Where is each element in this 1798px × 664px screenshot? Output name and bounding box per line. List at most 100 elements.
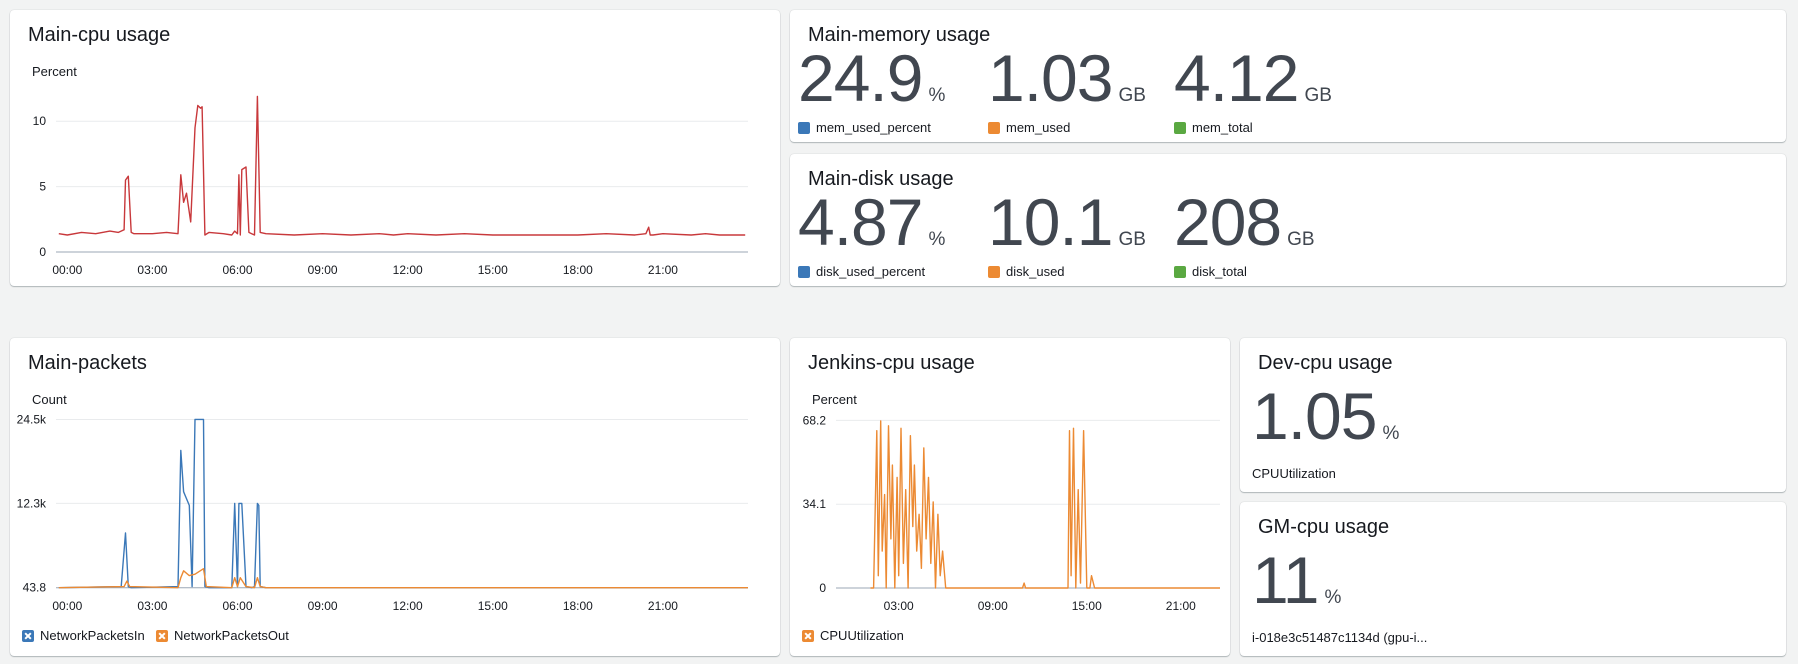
main-packets-line-chart[interactable]: 43.8 12.3k 24.5k 00:00 03:00 06:00 09:00 12:00 1… — [10, 338, 780, 656]
widget-title[interactable]: GM-cpu usage — [1258, 516, 1390, 538]
x-tick-label: 15:00 — [478, 599, 508, 613]
metric-mem-total: 4.12 GB — [1174, 40, 1332, 116]
x-tick-label: 03:00 — [137, 263, 167, 277]
dev-cpu-widget: Dev-cpu usage 1.05% CPUUtilization — [1240, 338, 1786, 492]
x-tick-label: 00:00 — [52, 263, 82, 277]
widget-title[interactable]: Jenkins-cpu usage — [808, 352, 975, 374]
main-packets-widget: Main-packets Count 43.8 12.3k 24.5k 00:00 03… — [10, 338, 780, 656]
legend-disk-total[interactable]: disk_total — [1174, 264, 1247, 279]
legend-label: NetworkPacketsIn — [40, 628, 145, 643]
metric-unit: GB — [1304, 85, 1332, 106]
y-tick-label: 5 — [39, 180, 46, 194]
widget-title[interactable]: Main-packets — [28, 352, 147, 374]
x-tick-label: 18:00 — [563, 599, 593, 613]
jenkins-cpu-line-chart[interactable]: 0 34.1 68.2 03:00 09:00 15:00 21:00 — [790, 338, 1230, 656]
metric-disk-total: 208 GB — [1174, 184, 1315, 260]
metric-unit: % — [928, 85, 946, 106]
main-disk-widget: Main-disk usage 4.87% 10.1 GB 208 GB disk_… — [790, 154, 1786, 286]
x-tick-label: 21:00 — [648, 263, 678, 277]
legend-label: mem_used_percent — [816, 120, 931, 135]
close-icon — [22, 630, 34, 642]
widget-title[interactable]: Main-disk usage — [808, 168, 954, 190]
x-tick-label: 09:00 — [978, 599, 1008, 613]
metric-mem-used-percent: 24.9% — [798, 40, 945, 116]
y-tick-label: 0 — [819, 581, 826, 595]
legend-disk-used-percent[interactable]: disk_used_percent — [798, 264, 925, 279]
x-tick-label: 12:00 — [393, 599, 423, 613]
widget-title[interactable]: Main-cpu usage — [28, 24, 171, 46]
jenkins-cpu-widget: Jenkins-cpu usage Percent 0 34.1 68.2 03:00… — [790, 338, 1230, 656]
y-tick-label: 12.3k — [17, 496, 47, 510]
metric-value: 11 — [1252, 543, 1320, 617]
legend-label: NetworkPacketsOut — [174, 628, 289, 643]
legend-label: mem_used — [1006, 120, 1071, 135]
legend-swatch — [1174, 266, 1186, 278]
y-tick-label: 10 — [33, 114, 47, 128]
y-axis-unit-label: Percent — [32, 64, 77, 79]
x-tick-label: 15:00 — [1072, 599, 1102, 613]
y-axis-unit-label: Percent — [812, 392, 857, 407]
legend-mem-used-percent[interactable]: mem_used_percent — [798, 120, 931, 135]
metric-value: 4.12 — [1174, 41, 1299, 115]
x-tick-label: 09:00 — [308, 599, 338, 613]
metric-label[interactable]: CPUUtilization — [1252, 466, 1336, 481]
legend-mem-used[interactable]: mem_used — [988, 120, 1070, 135]
main-cpu-widget: Main-cpu usage Percent 0 5 10 00:00 03:00 06:… — [10, 10, 780, 286]
gm-cpu-widget: GM-cpu usage 11% i-018e3c51487c1134d (gp… — [1240, 502, 1786, 656]
metric-unit: GB — [1287, 229, 1315, 250]
legend-label: disk_used — [1006, 264, 1065, 279]
legend-disk-used[interactable]: disk_used — [988, 264, 1065, 279]
y-tick-label: 68.2 — [803, 413, 827, 427]
legend-network-packets-in[interactable]: NetworkPacketsIn — [22, 628, 145, 643]
widget-title[interactable]: Dev-cpu usage — [1258, 352, 1393, 374]
metric-gm-cpu: 11% — [1252, 542, 1341, 618]
metric-value: 1.05 — [1252, 379, 1377, 453]
legend-network-packets-out[interactable]: NetworkPacketsOut — [156, 628, 289, 643]
legend-label: mem_total — [1192, 120, 1253, 135]
metric-unit: GB — [1118, 229, 1146, 250]
y-axis-unit-label: Count — [32, 392, 67, 407]
legend-swatch — [798, 266, 810, 278]
metric-disk-used-percent: 4.87% — [798, 184, 945, 260]
metric-mem-used: 1.03 GB — [988, 40, 1146, 116]
x-tick-label: 00:00 — [52, 599, 82, 613]
metric-value: 10.1 — [988, 185, 1113, 259]
metric-unit: % — [928, 229, 946, 250]
close-icon — [802, 630, 814, 642]
legend-swatch — [1174, 122, 1186, 134]
legend-label: CPUUtilization — [820, 628, 904, 643]
legend-swatch — [798, 122, 810, 134]
x-tick-label: 06:00 — [222, 599, 252, 613]
widget-title[interactable]: Main-memory usage — [808, 24, 991, 46]
metric-value: 4.87 — [798, 185, 923, 259]
metric-disk-used: 10.1 GB — [988, 184, 1146, 260]
legend-label: disk_used_percent — [816, 264, 926, 279]
x-tick-label: 06:00 — [222, 263, 252, 277]
close-icon — [156, 630, 168, 642]
legend-mem-total[interactable]: mem_total — [1174, 120, 1253, 135]
main-cpu-line-chart[interactable]: 0 5 10 00:00 03:00 06:00 09:00 12:00 15:00 18:00 2… — [10, 10, 780, 286]
series-line-cpuutilization[interactable] — [870, 420, 1221, 589]
main-memory-widget: Main-memory usage 24.9% 1.03 GB 4.12 GB me… — [790, 10, 1786, 142]
legend-swatch — [988, 266, 1000, 278]
x-tick-label: 12:00 — [393, 263, 423, 277]
metric-unit: % — [1382, 423, 1400, 444]
y-tick-label: 24.5k — [17, 412, 47, 426]
x-tick-label: 03:00 — [884, 599, 914, 613]
metric-value: 1.03 — [988, 41, 1113, 115]
x-tick-label: 15:00 — [478, 263, 508, 277]
legend-cpu-utilization[interactable]: CPUUtilization — [802, 628, 904, 643]
metric-unit: % — [1324, 587, 1342, 608]
series-line-series-0[interactable] — [58, 95, 746, 236]
metric-label[interactable]: i-018e3c51487c1134d (gpu-i... — [1252, 630, 1428, 645]
metric-value: 208 — [1174, 185, 1282, 259]
legend-label: disk_total — [1192, 264, 1247, 279]
series-line-networkpacketsout[interactable] — [58, 567, 748, 589]
y-tick-label: 34.1 — [803, 497, 827, 511]
x-tick-label: 21:00 — [1166, 599, 1196, 613]
metric-unit: GB — [1118, 85, 1146, 106]
metric-value: 24.9 — [798, 41, 923, 115]
legend-swatch — [988, 122, 1000, 134]
y-tick-label: 0 — [39, 245, 46, 259]
x-tick-label: 03:00 — [137, 599, 167, 613]
